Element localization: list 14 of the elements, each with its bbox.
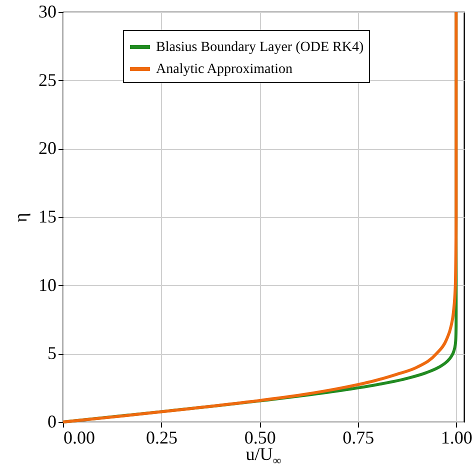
legend-label: Blasius Boundary Layer (ODE RK4) (156, 40, 364, 55)
x-tick-label: 0.00 (64, 428, 95, 448)
y-tick-label: 5 (48, 343, 56, 364)
y-tick-label: 0 (48, 412, 56, 432)
y-tick-label: 20 (38, 138, 56, 158)
x-tick-label: 0.75 (342, 428, 374, 448)
y-tick-label: 30 (38, 2, 56, 22)
x-tick-label: 1.00 (440, 428, 472, 448)
legend-label: Analytic Approximation (156, 62, 292, 77)
y-tick-label: 25 (38, 70, 56, 90)
y-tick-label: 10 (38, 274, 56, 295)
y-tick-label: 15 (38, 206, 56, 226)
x-tick-label: 0.25 (146, 428, 178, 448)
y-axis-title: η (10, 212, 30, 222)
